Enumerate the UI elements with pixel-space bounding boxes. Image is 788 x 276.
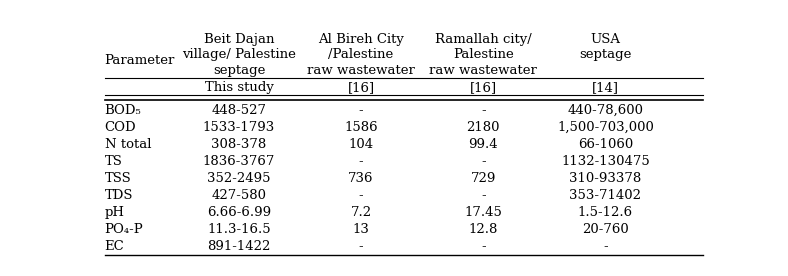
Text: Palestine: Palestine xyxy=(453,48,514,61)
Text: Beit Dajan: Beit Dajan xyxy=(204,33,274,46)
Text: [16]: [16] xyxy=(348,81,374,94)
Text: 104: 104 xyxy=(348,138,374,151)
Text: 1,500-703,000: 1,500-703,000 xyxy=(557,121,654,134)
Text: 1533-1793: 1533-1793 xyxy=(203,121,275,134)
Text: PO₄-P: PO₄-P xyxy=(105,223,143,236)
Text: 20-760: 20-760 xyxy=(582,223,629,236)
Text: Ramallah city/: Ramallah city/ xyxy=(435,33,532,46)
Text: -: - xyxy=(359,240,363,253)
Text: 12.8: 12.8 xyxy=(469,223,498,236)
Text: village/ Palestine: village/ Palestine xyxy=(182,48,296,61)
Text: 729: 729 xyxy=(470,172,496,185)
Text: 17.45: 17.45 xyxy=(464,206,502,219)
Text: /Palestine: /Palestine xyxy=(329,48,394,61)
Text: N total: N total xyxy=(105,138,151,151)
Text: 427-580: 427-580 xyxy=(211,189,266,202)
Text: -: - xyxy=(359,104,363,117)
Text: EC: EC xyxy=(105,240,125,253)
Text: 352-2495: 352-2495 xyxy=(207,172,271,185)
Text: 99.4: 99.4 xyxy=(468,138,498,151)
Text: 1.5-12.6: 1.5-12.6 xyxy=(578,206,633,219)
Text: -: - xyxy=(359,189,363,202)
Text: TS: TS xyxy=(105,155,122,168)
Text: Parameter: Parameter xyxy=(105,54,175,67)
Text: -: - xyxy=(481,240,485,253)
Text: raw wastewater: raw wastewater xyxy=(307,63,415,77)
Text: 7.2: 7.2 xyxy=(351,206,372,219)
Text: 1836-3767: 1836-3767 xyxy=(203,155,275,168)
Text: 66-1060: 66-1060 xyxy=(578,138,633,151)
Text: 353-71402: 353-71402 xyxy=(570,189,641,202)
Text: 448-527: 448-527 xyxy=(211,104,266,117)
Text: -: - xyxy=(481,155,485,168)
Text: [14]: [14] xyxy=(592,81,619,94)
Text: septage: septage xyxy=(579,48,631,61)
Text: 1586: 1586 xyxy=(344,121,378,134)
Text: pH: pH xyxy=(105,206,125,219)
Text: -: - xyxy=(481,104,485,117)
Text: TDS: TDS xyxy=(105,189,133,202)
Text: 891-1422: 891-1422 xyxy=(207,240,270,253)
Text: -: - xyxy=(603,240,608,253)
Text: TSS: TSS xyxy=(105,172,132,185)
Text: This study: This study xyxy=(205,81,273,94)
Text: 736: 736 xyxy=(348,172,374,185)
Text: 308-378: 308-378 xyxy=(211,138,266,151)
Text: 13: 13 xyxy=(353,223,370,236)
Text: 1132-130475: 1132-130475 xyxy=(561,155,650,168)
Text: 310-93378: 310-93378 xyxy=(569,172,641,185)
Text: septage: septage xyxy=(213,63,265,77)
Text: Al Bireh City: Al Bireh City xyxy=(318,33,404,46)
Text: 440-78,600: 440-78,600 xyxy=(567,104,643,117)
Text: -: - xyxy=(481,189,485,202)
Text: 6.66-6.99: 6.66-6.99 xyxy=(207,206,271,219)
Text: 2180: 2180 xyxy=(466,121,500,134)
Text: BOD₅: BOD₅ xyxy=(105,104,141,117)
Text: COD: COD xyxy=(105,121,136,134)
Text: 11.3-16.5: 11.3-16.5 xyxy=(207,223,271,236)
Text: USA: USA xyxy=(590,33,620,46)
Text: -: - xyxy=(359,155,363,168)
Text: raw wastewater: raw wastewater xyxy=(429,63,537,77)
Text: [16]: [16] xyxy=(470,81,496,94)
